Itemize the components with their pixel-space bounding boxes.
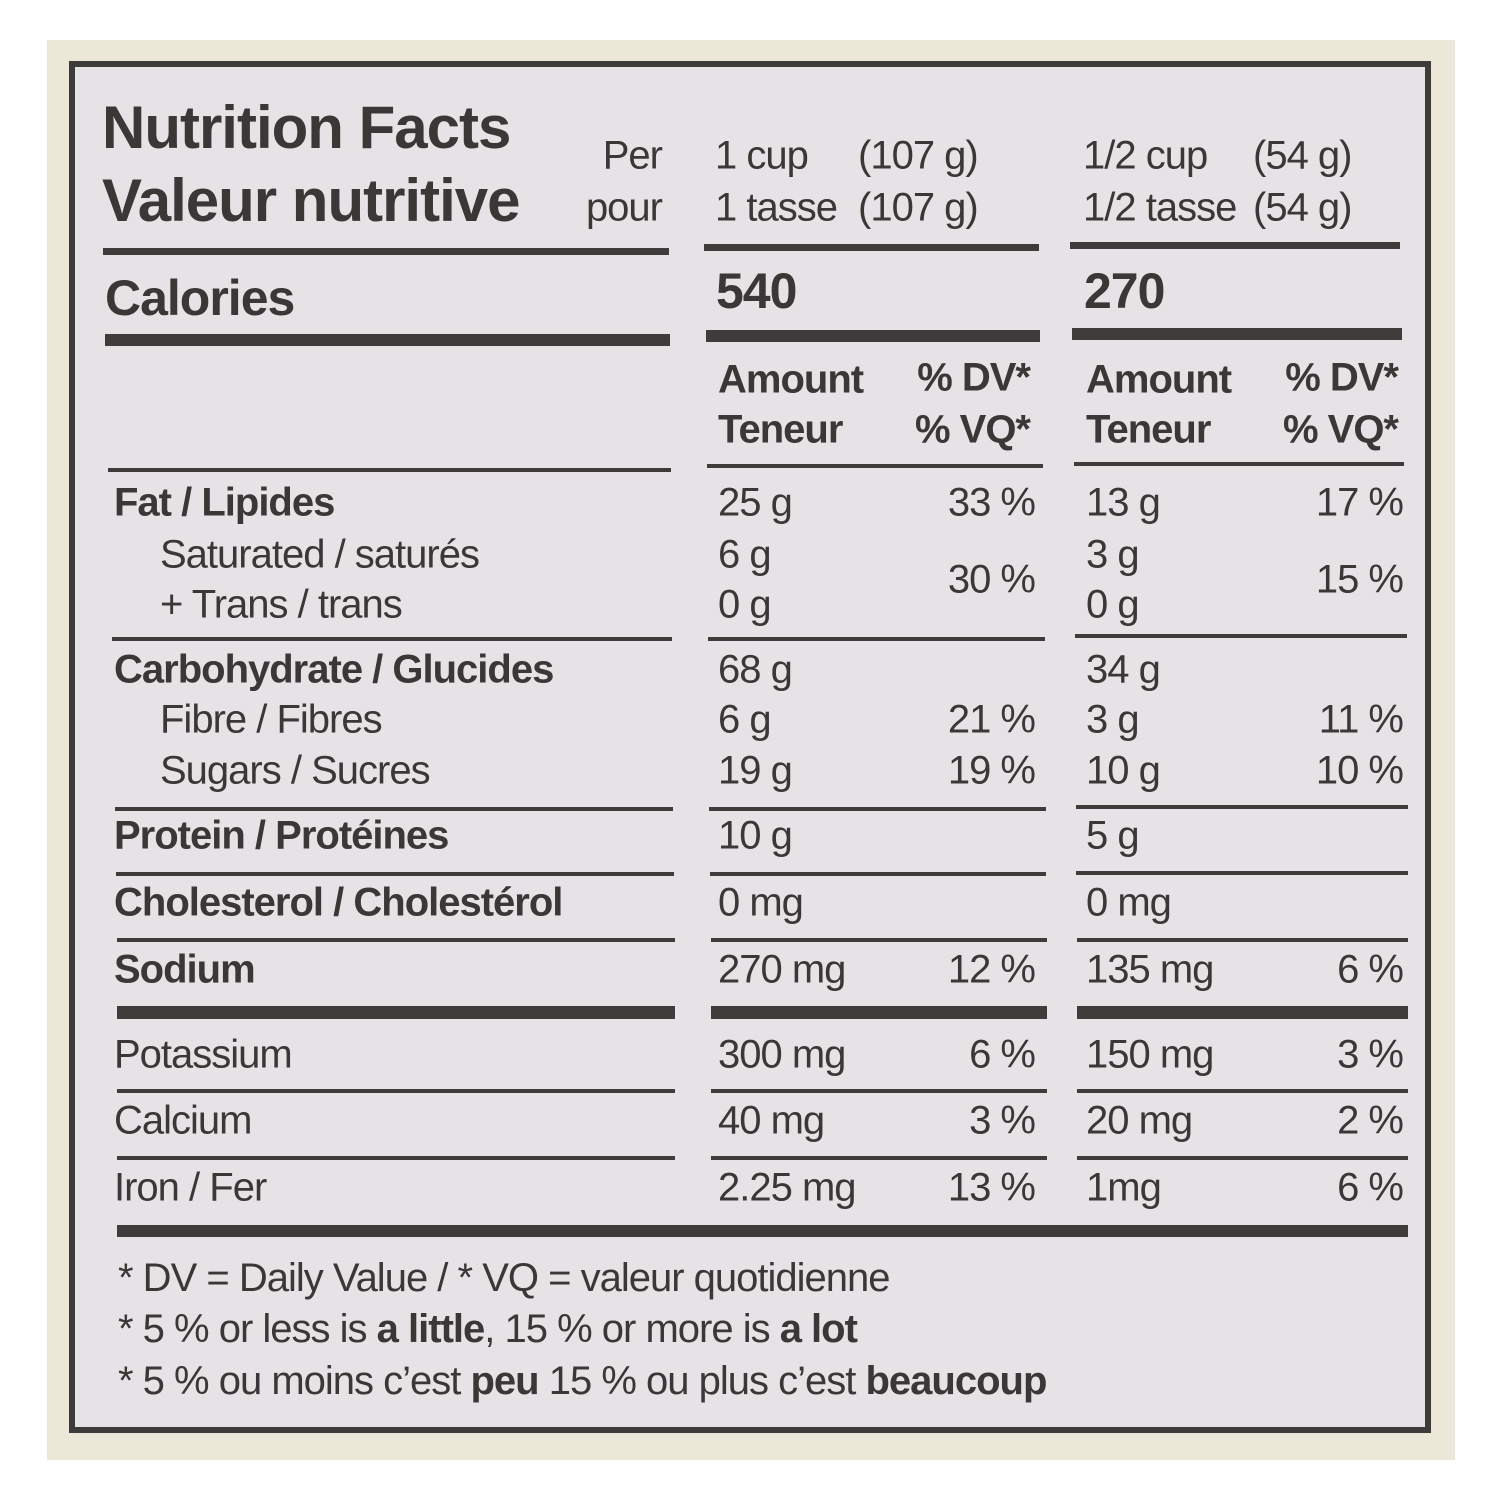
calories-value: 270 bbox=[1084, 263, 1164, 319]
column-teneur: Teneur bbox=[1086, 408, 1211, 452]
nutrient-amount: 150 mg bbox=[1086, 1033, 1213, 1077]
nutrient-label: Carbohydrate / Glucides bbox=[114, 648, 553, 692]
nutrient-dv: 12 % bbox=[948, 948, 1036, 992]
nutrient-amount: 3 g bbox=[1086, 698, 1139, 742]
nutrient-dv: 33 % bbox=[948, 481, 1036, 525]
column-vq: % VQ* bbox=[1283, 408, 1399, 452]
nutrient-dv: 6 % bbox=[1337, 948, 1403, 992]
nutrient-amount: 40 mg bbox=[718, 1099, 824, 1143]
nutrient-amount: 270 mg bbox=[718, 948, 845, 992]
nutrient-label: Sugars / Sucres bbox=[160, 749, 430, 793]
serving-weight: (54 g) bbox=[1253, 134, 1352, 178]
nutrient-dv: 3 % bbox=[1337, 1033, 1403, 1077]
nutrient-label: Fibre / Fibres bbox=[160, 698, 382, 742]
footnote-part: * DV = Daily Value / * VQ = valeur quoti… bbox=[118, 1256, 890, 1300]
serving-weight: (54 g) bbox=[1253, 186, 1352, 230]
footnote-part: 15 % ou plus c’est bbox=[539, 1359, 866, 1403]
nutrient-amount: 300 mg bbox=[718, 1033, 845, 1077]
serving-en: 1 cup bbox=[715, 134, 808, 178]
label-box bbox=[69, 61, 1431, 1433]
nutrient-amount: 3 g bbox=[1086, 533, 1139, 577]
nutrient-amount: 13 g bbox=[1086, 481, 1160, 525]
nutrient-amount: 68 g bbox=[718, 648, 792, 692]
footnote: * DV = Daily Value / * VQ = valeur quoti… bbox=[118, 1256, 890, 1300]
nutrient-amount: 135 mg bbox=[1086, 948, 1213, 992]
column-dv: % DV* bbox=[1285, 356, 1399, 400]
nutrient-amount: 34 g bbox=[1086, 648, 1160, 692]
nutrient-amount: 0 g bbox=[1086, 583, 1139, 627]
column-vq: % VQ* bbox=[915, 408, 1031, 452]
nutrient-amount: 19 g bbox=[718, 749, 792, 793]
nutrient-dv: 11 % bbox=[1319, 698, 1404, 742]
nutrient-amount: 6 g bbox=[718, 698, 771, 742]
nutrient-amount: 25 g bbox=[718, 481, 792, 525]
per: Per bbox=[603, 134, 663, 178]
column-teneur: Teneur bbox=[718, 408, 843, 452]
nutrient-amount: 2.25 mg bbox=[718, 1166, 856, 1210]
nutrient-amount: 0 mg bbox=[718, 881, 803, 925]
nutrient-label: Calcium bbox=[114, 1099, 251, 1143]
nutrient-dv: 30 % bbox=[948, 558, 1036, 602]
pour: pour bbox=[586, 186, 663, 230]
nutrient-amount: 6 g bbox=[718, 533, 771, 577]
nutrient-label: Sodium bbox=[114, 948, 255, 992]
nutrient-amount: 1mg bbox=[1086, 1166, 1161, 1210]
title-en: Nutrition Facts bbox=[102, 94, 510, 161]
nutrient-dv: 2 % bbox=[1337, 1099, 1403, 1143]
nutrient-label: Fat / Lipides bbox=[114, 481, 334, 525]
footnote-part: beaucoup bbox=[865, 1359, 1046, 1403]
nutrient-label: + Trans / trans bbox=[160, 583, 402, 627]
serving-en: 1/2 cup bbox=[1083, 134, 1207, 178]
footnote-part: * 5 % or less is bbox=[118, 1307, 377, 1351]
nutrient-amount: 10 g bbox=[718, 814, 792, 858]
nutrient-dv: 15 % bbox=[1316, 558, 1404, 602]
footnote-part: * 5 % ou moins c’est bbox=[118, 1359, 471, 1403]
calories-value: 540 bbox=[716, 263, 796, 319]
nutrient-label: Protein / Protéines bbox=[114, 814, 448, 858]
column-amount: Amount bbox=[718, 358, 864, 402]
nutrient-label: Cholesterol / Cholestérol bbox=[114, 881, 562, 925]
footnote-part: a little bbox=[377, 1307, 485, 1351]
footnote-part: , 15 % or more is bbox=[484, 1307, 779, 1351]
rules bbox=[103, 242, 1408, 1237]
serving-weight: (107 g) bbox=[858, 186, 978, 230]
column-amount: Amount bbox=[1086, 358, 1232, 402]
nutrient-amount: 0 g bbox=[718, 583, 771, 627]
nutrient-dv: 10 % bbox=[1316, 749, 1404, 793]
nutrient-label: Potassium bbox=[114, 1033, 292, 1077]
nutrient-dv: 13 % bbox=[948, 1166, 1036, 1210]
serving-fr: 1 tasse bbox=[715, 186, 837, 230]
serving-fr: 1/2 tasse bbox=[1083, 186, 1236, 230]
footnote: * 5 % ou moins c’est peu 15 % ou plus c’… bbox=[118, 1359, 1046, 1403]
nutrient-dv: 6 % bbox=[969, 1033, 1035, 1077]
calories-label: Calories bbox=[105, 270, 294, 326]
footnote-part: a lot bbox=[780, 1307, 858, 1351]
nutrient-label: Saturated / saturés bbox=[160, 533, 479, 577]
column-dv: % DV* bbox=[917, 356, 1031, 400]
nutrient-amount: 5 g bbox=[1086, 814, 1139, 858]
title-fr: Valeur nutritive bbox=[102, 167, 519, 234]
nutrient-amount: 0 mg bbox=[1086, 881, 1171, 925]
nutrient-amount: 20 mg bbox=[1086, 1099, 1192, 1143]
nutrient-amount: 10 g bbox=[1086, 749, 1160, 793]
footnote: * 5 % or less is a little, 15 % or more … bbox=[118, 1307, 858, 1351]
nutrient-dv: 21 % bbox=[948, 698, 1036, 742]
nutrient-dv: 6 % bbox=[1337, 1166, 1403, 1210]
nutrient-dv: 19 % bbox=[948, 749, 1036, 793]
nutrient-dv: 17 % bbox=[1316, 481, 1404, 525]
serving-weight: (107 g) bbox=[858, 134, 978, 178]
nutrient-dv: 3 % bbox=[969, 1099, 1035, 1143]
footnote-part: peu bbox=[471, 1359, 539, 1403]
nutrient-label: Iron / Fer bbox=[114, 1166, 267, 1210]
